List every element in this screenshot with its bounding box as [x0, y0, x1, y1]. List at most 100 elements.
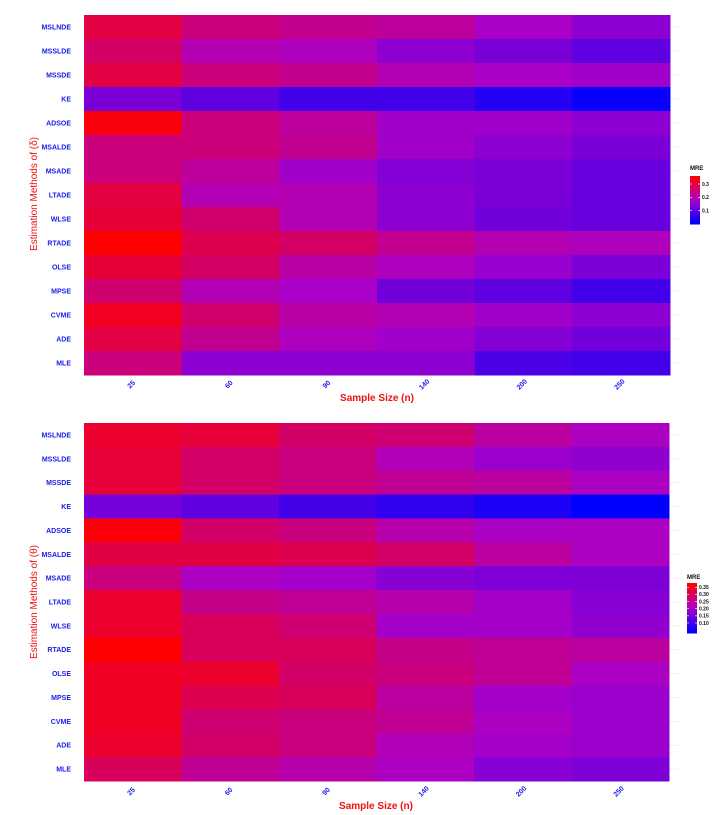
y-tick-label: RTADE	[47, 241, 71, 248]
legend-color-step	[690, 206, 700, 209]
y-tick-label: MSLNDE	[41, 432, 71, 439]
legend-color-step	[687, 586, 697, 589]
heatmap-cell	[181, 15, 280, 40]
y-tick-label: LTADE	[49, 600, 72, 607]
heatmap-cell	[572, 279, 671, 304]
legend-color-step	[690, 182, 700, 185]
legend-color-step	[687, 613, 697, 616]
heatmap-cell	[377, 63, 476, 88]
heatmap-cell	[571, 566, 670, 591]
heatmap-cell	[279, 470, 377, 496]
heatmap-cell	[279, 87, 378, 112]
heatmap-cell	[474, 303, 573, 328]
heatmap-panel-theta: MSLNDE MSSLDE MSSDE KE ADSOE MSALDE MSADE LTADE…	[29, 423, 709, 812]
heatmap-cell	[84, 685, 182, 710]
heatmap-cells	[84, 15, 680, 376]
legend-color-step	[687, 591, 697, 594]
heatmap-cell	[84, 327, 183, 352]
y-tick-label: MSALDE	[41, 145, 71, 152]
heatmap-cell	[84, 279, 183, 304]
heatmap-cell	[279, 542, 377, 567]
legend-color-step	[690, 195, 700, 198]
heatmap-cell	[572, 351, 671, 376]
legend-color-step	[690, 179, 700, 182]
legend-color-step	[690, 177, 700, 180]
heatmap-cell	[84, 494, 182, 519]
x-tick-label: 140	[418, 378, 431, 391]
x-tick-label: 60	[224, 787, 235, 798]
heatmap-cell	[84, 183, 183, 208]
heatmap-cell	[84, 303, 183, 328]
heatmap-cell	[571, 518, 670, 543]
legend-color-step	[687, 616, 697, 619]
heatmap-cell	[474, 135, 573, 160]
heatmap-cell	[84, 709, 182, 734]
x-axis-label: Sample Size (n)	[340, 393, 414, 404]
heatmap-cell	[84, 613, 182, 639]
heatmap-cell	[377, 327, 476, 352]
legend-color-step	[687, 611, 697, 614]
y-tick-label: WLSE	[51, 217, 72, 224]
heatmap-cell	[84, 637, 182, 663]
heatmap-cell	[84, 757, 182, 782]
heatmap-cell	[377, 183, 476, 208]
heatmap-cell	[474, 542, 572, 567]
heatmap-cell	[474, 39, 573, 64]
heatmap-cell	[474, 685, 572, 710]
legend-colorbar	[687, 583, 697, 634]
heatmap-cell	[377, 231, 476, 256]
heatmap-cell	[571, 757, 670, 782]
y-tick-label: MSSLDE	[42, 456, 72, 463]
x-tick-label: 200	[516, 378, 529, 391]
heatmap-cell	[279, 39, 378, 64]
x-tick-label: 90	[321, 787, 332, 798]
heatmap-cell	[279, 494, 377, 519]
legend-color-step	[687, 589, 697, 592]
y-tick-label: MSALDE	[41, 552, 71, 559]
heatmap-cell	[279, 351, 378, 376]
y-tick-label: MLE	[56, 767, 71, 774]
legend-tick-label: 0.30	[699, 592, 709, 598]
y-tick-label: WLSE	[51, 623, 72, 630]
legend-color-step	[687, 618, 697, 621]
y-tick-label: ADE	[56, 337, 71, 344]
heatmap-cell	[376, 685, 475, 710]
heatmap-cell	[84, 518, 182, 543]
heatmap-cell	[279, 566, 377, 591]
heatmap-cell	[84, 231, 183, 256]
legend-tick-label: 0.10	[699, 621, 709, 627]
legend-color-step	[690, 188, 700, 191]
y-tick-labels: MSLNDE MSSLDE MSSDE KE ADSOE MSALDE MSADE LTADE…	[41, 432, 71, 773]
heatmap-panel-delta: MSLNDE MSSLDE MSSDE KE ADSOE MSALDE MSADE LTADE…	[29, 15, 709, 404]
heatmap-cell	[377, 351, 476, 376]
heatmap-cell	[474, 159, 573, 184]
y-tick-label: MSSLDE	[42, 49, 72, 56]
heatmap-cell	[279, 183, 378, 208]
legend-color-step	[690, 216, 700, 219]
y-tick-label: MSSDE	[46, 480, 71, 487]
legend-title: MRE	[690, 166, 703, 172]
heatmap-cell	[84, 542, 182, 567]
x-axis-label: Sample Size (n)	[339, 801, 413, 812]
heatmap-cell	[474, 111, 573, 136]
heatmap-cell	[181, 661, 280, 687]
heatmap-cell	[279, 423, 377, 448]
heatmap-cell	[572, 39, 671, 64]
heatmap-cell	[376, 446, 475, 472]
heatmap-cell	[84, 135, 183, 160]
heatmap-cell	[376, 423, 475, 448]
legend-tick-label: 0.35	[699, 585, 709, 591]
x-tick-label: 140	[418, 785, 431, 798]
heatmap-cell	[572, 135, 671, 160]
heatmap-cell	[181, 446, 280, 472]
legend-color-step	[690, 220, 700, 223]
heatmap-cell	[572, 87, 671, 112]
heatmap-cell	[474, 87, 573, 112]
legend-color-step	[690, 212, 700, 215]
legend-color-step	[687, 599, 697, 602]
heatmap-cell	[181, 159, 280, 184]
heatmap-cell	[474, 207, 573, 232]
heatmap-cell	[377, 159, 476, 184]
heatmap-cell	[376, 590, 475, 615]
